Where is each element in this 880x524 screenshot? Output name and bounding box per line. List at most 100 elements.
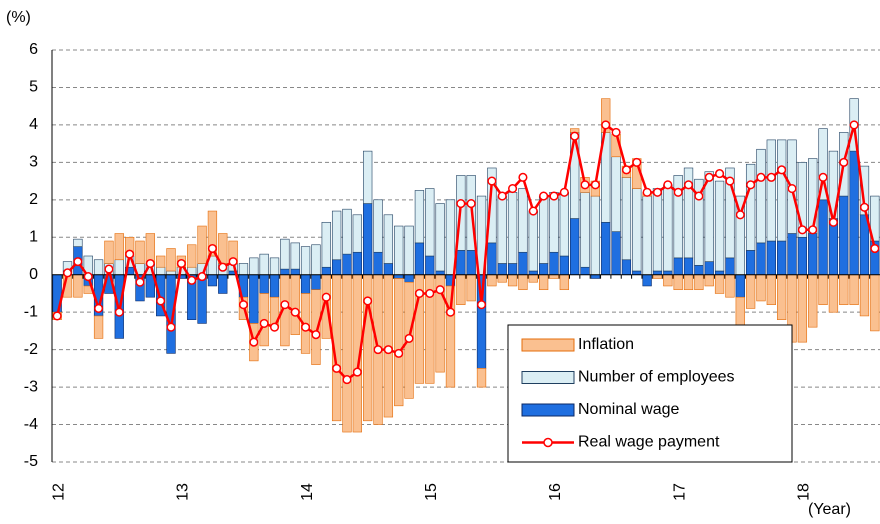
bar <box>93 315 104 339</box>
y-tick-label: -3 <box>24 378 38 395</box>
bar <box>673 257 683 276</box>
bar <box>839 195 849 276</box>
bar <box>269 257 280 276</box>
marker <box>694 191 704 201</box>
bar <box>704 261 714 276</box>
bar <box>704 171 714 262</box>
bar <box>156 266 166 276</box>
marker <box>839 157 849 167</box>
bar <box>445 285 456 388</box>
bar <box>632 188 642 272</box>
marker <box>228 257 238 267</box>
bar <box>839 274 849 305</box>
bar <box>518 188 528 253</box>
bar <box>518 251 528 276</box>
bar <box>238 263 249 276</box>
bar <box>249 274 259 324</box>
legend-label: Real wage payment <box>578 434 720 451</box>
bar <box>756 148 766 244</box>
y-tick-label: 3 <box>29 154 38 171</box>
marker <box>83 272 93 282</box>
bar <box>870 195 880 242</box>
bar <box>663 184 673 272</box>
bar <box>207 274 218 287</box>
bar <box>538 274 549 291</box>
bar <box>694 274 704 291</box>
marker <box>425 288 435 299</box>
bar <box>300 274 311 294</box>
bar <box>187 244 197 268</box>
marker <box>859 202 870 212</box>
x-tick-label: 12 <box>50 483 67 501</box>
bar <box>331 259 342 276</box>
marker <box>290 307 300 317</box>
bar <box>166 270 176 276</box>
legend-swatch <box>521 338 575 352</box>
bar <box>456 274 466 305</box>
bar <box>300 246 311 276</box>
legend-label: Nominal wage <box>578 401 679 418</box>
bar <box>218 233 228 264</box>
bar <box>766 240 776 276</box>
bar <box>249 257 259 276</box>
bar <box>714 180 725 272</box>
marker <box>404 333 414 343</box>
marker <box>497 191 507 201</box>
marker <box>601 120 611 130</box>
bar <box>580 192 590 268</box>
marker <box>145 258 155 269</box>
bar <box>280 238 290 270</box>
y-tick-label: -1 <box>24 303 38 320</box>
marker <box>207 243 217 254</box>
marker <box>363 296 373 306</box>
bar <box>859 165 870 216</box>
marker <box>621 165 631 175</box>
bar <box>135 240 145 264</box>
bar <box>435 203 445 272</box>
marker <box>383 345 393 355</box>
marker <box>539 191 549 201</box>
bar <box>487 242 497 276</box>
marker <box>559 187 569 197</box>
bar <box>808 233 818 276</box>
marker <box>528 206 538 216</box>
bar <box>787 233 797 276</box>
bar <box>414 242 425 276</box>
marker <box>632 157 642 167</box>
bar <box>663 274 673 287</box>
marker <box>342 375 352 385</box>
bar <box>342 274 352 433</box>
bar <box>73 274 83 298</box>
marker <box>466 199 476 209</box>
bar <box>404 225 414 276</box>
bar <box>808 158 818 234</box>
bar <box>714 274 725 294</box>
marker <box>62 268 73 278</box>
marker <box>849 120 859 130</box>
bar <box>849 274 859 305</box>
y-tick-label: -4 <box>24 416 38 433</box>
marker <box>301 322 311 332</box>
marker <box>611 127 621 137</box>
bar <box>114 259 124 276</box>
bar <box>828 274 839 313</box>
bar <box>777 274 787 320</box>
marker <box>549 191 559 201</box>
bar <box>507 274 518 287</box>
bar <box>673 175 683 259</box>
bar <box>870 274 880 332</box>
bar <box>404 274 414 283</box>
bar <box>580 266 590 276</box>
marker <box>508 184 518 194</box>
bar <box>93 259 104 276</box>
marker <box>249 337 259 347</box>
bar <box>601 221 611 276</box>
marker <box>746 180 756 190</box>
y-tick-label: 4 <box>29 116 38 133</box>
y-tick-label: 6 <box>29 41 38 58</box>
bar <box>73 238 83 247</box>
bar <box>104 240 114 264</box>
bar <box>549 274 559 279</box>
marker <box>197 272 207 282</box>
marker <box>414 288 424 299</box>
